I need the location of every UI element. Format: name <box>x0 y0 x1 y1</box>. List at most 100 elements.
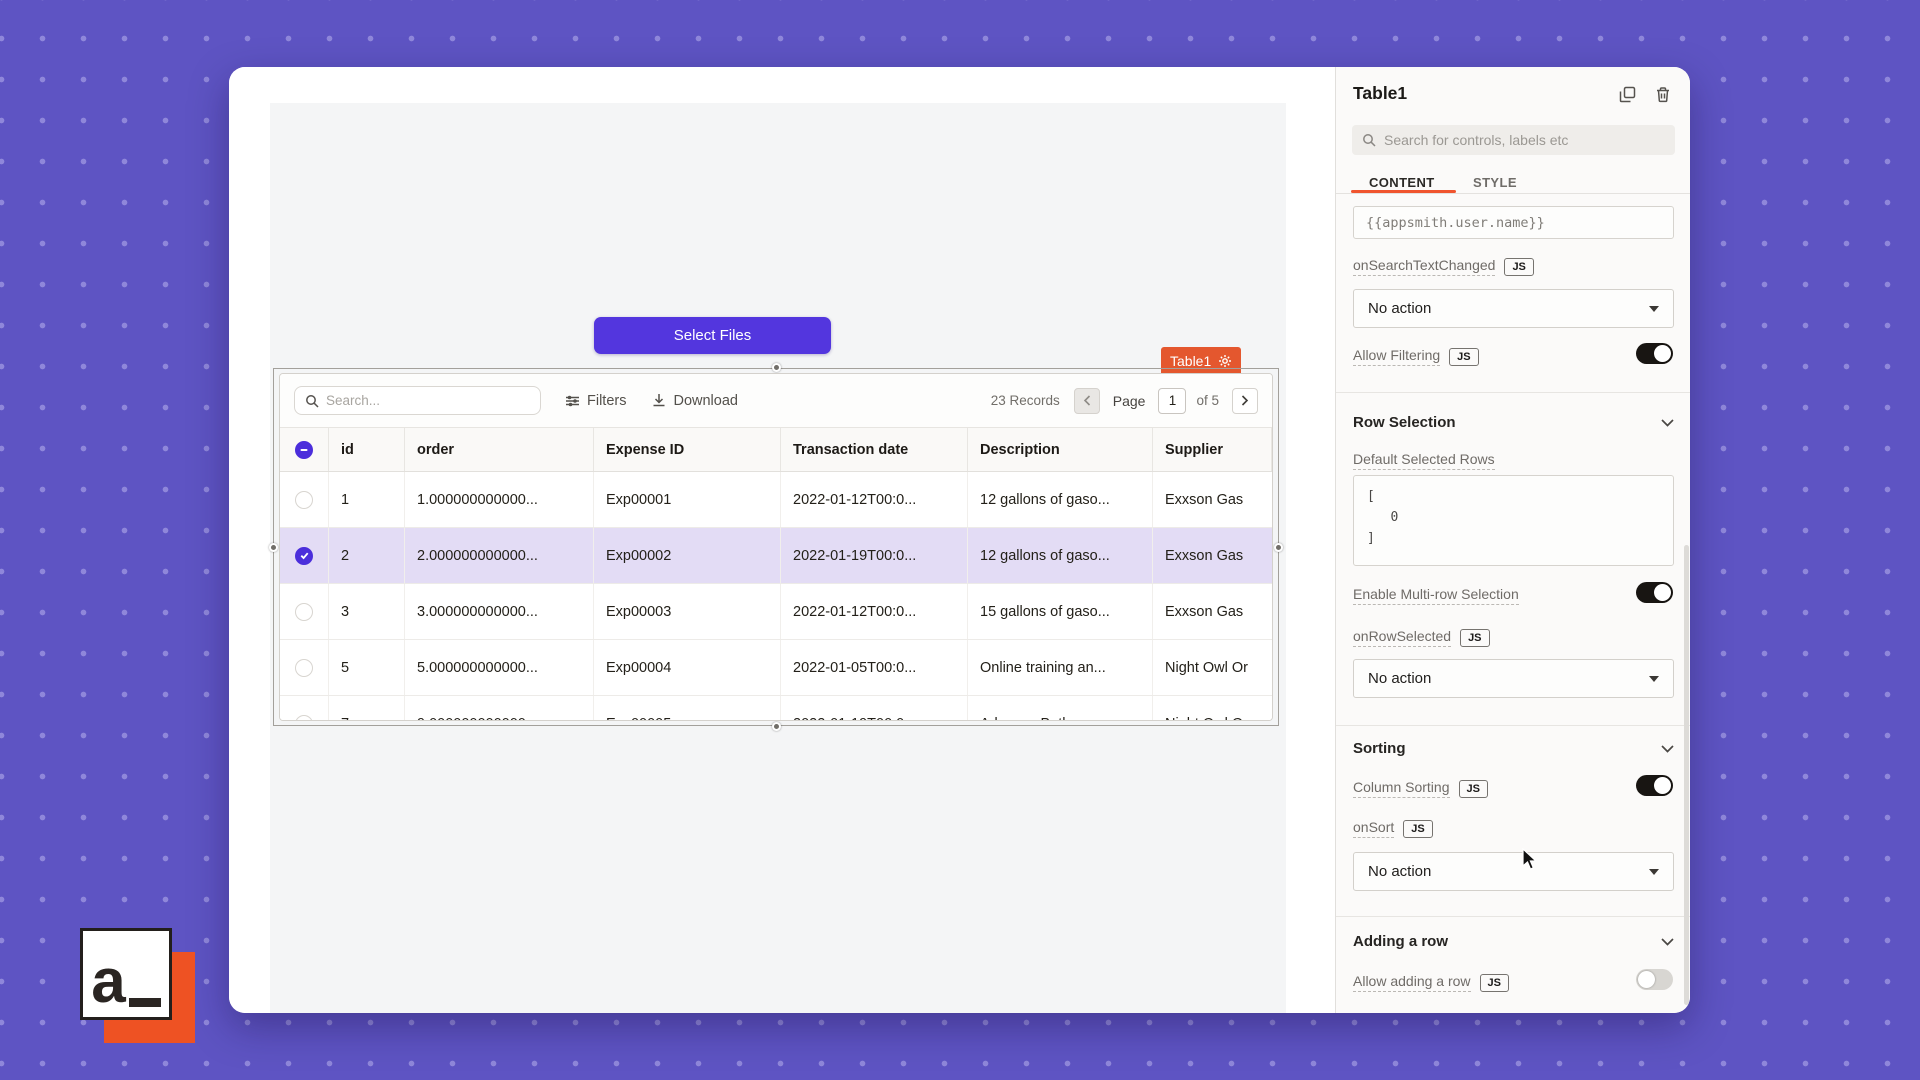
row-checkbox[interactable] <box>295 602 313 621</box>
on-search-text-changed-action-dropdown[interactable]: No action <box>1353 289 1674 328</box>
column-header-expense-id[interactable]: Expense ID <box>594 428 781 471</box>
cell-transaction-date: 2022-01-12T00:0... <box>781 472 968 527</box>
filters-label: Filters <box>587 392 627 409</box>
js-toggle[interactable]: JS <box>1504 257 1534 276</box>
filters-button[interactable]: Filters <box>565 393 626 409</box>
js-toggle[interactable]: JS <box>1479 973 1509 992</box>
table-row[interactable]: 3 3.000000000000... Exp00003 2022-01-12T… <box>280 584 1272 640</box>
row-checkbox[interactable] <box>295 658 313 677</box>
default-search-text-input[interactable]: {{appsmith.user.name}} <box>1353 206 1674 239</box>
cell-supplier: Night Owl O... <box>1153 696 1272 721</box>
table-header-row: id order Expense ID Transaction date Des… <box>280 428 1272 472</box>
filters-icon <box>565 394 580 408</box>
table-toolbar: Filters Download 23 Records Page of 5 <box>280 374 1272 428</box>
cell-id: 5 <box>329 640 405 695</box>
default-selected-rows-row: Default Selected Rows <box>1353 451 1495 470</box>
property-search-box[interactable] <box>1352 125 1675 155</box>
sorting-section-header[interactable]: Sorting <box>1353 740 1674 757</box>
js-toggle[interactable]: JS <box>1458 779 1488 798</box>
panel-scrollbar[interactable] <box>1684 545 1689 1005</box>
default-selected-rows-input[interactable]: [ 0 ] <box>1353 475 1674 566</box>
select-files-button[interactable]: Select Files <box>594 317 831 354</box>
column-header-transaction-date[interactable]: Transaction date <box>781 428 968 471</box>
widget-settings-gear-icon[interactable] <box>1218 354 1232 368</box>
row-checkbox[interactable] <box>295 714 313 720</box>
property-search-input[interactable] <box>1384 132 1665 148</box>
table-search-box[interactable] <box>294 386 541 415</box>
column-header-supplier[interactable]: Supplier <box>1153 428 1272 471</box>
column-sorting-toggle[interactable] <box>1636 775 1673 796</box>
allow-filtering-label: Allow Filtering <box>1353 347 1441 366</box>
search-icon <box>1362 133 1376 147</box>
on-search-text-changed-label: onSearchTextChanged <box>1353 257 1496 276</box>
table-widget[interactable]: Filters Download 23 Records Page of 5 <box>279 373 1273 721</box>
page-total: of 5 <box>1196 393 1219 408</box>
row-selection-section-header[interactable]: Row Selection <box>1353 414 1674 431</box>
on-sort-label: onSort <box>1353 819 1395 838</box>
on-row-selected-action-dropdown[interactable]: No action <box>1353 659 1674 698</box>
allow-adding-a-row-row: Allow adding a row JS <box>1353 973 1509 992</box>
selected-action: No action <box>1368 300 1432 317</box>
row-checkbox[interactable] <box>295 490 313 509</box>
default-selected-rows-label: Default Selected Rows <box>1353 451 1495 470</box>
on-row-selected-row: onRowSelected JS <box>1353 628 1490 647</box>
table-search-input[interactable] <box>326 393 530 408</box>
allow-filtering-toggle[interactable] <box>1636 343 1673 364</box>
editor-canvas[interactable]: Select Files Table1 <box>229 67 1335 1013</box>
page-label: Page <box>1112 392 1146 409</box>
active-tab-underline <box>1351 190 1456 193</box>
divider <box>1336 193 1690 194</box>
js-toggle[interactable]: JS <box>1449 347 1479 366</box>
cell-supplier: Exxson Gas <box>1165 603 1244 620</box>
tab-style[interactable]: STYLE <box>1473 175 1517 190</box>
on-search-text-changed-row: onSearchTextChanged JS <box>1353 257 1534 276</box>
cell-expense-id: Exp00002 <box>594 528 781 583</box>
table-row[interactable]: 5 5.000000000000... Exp00004 2022-01-05T… <box>280 640 1272 696</box>
logo-white-square: a <box>80 928 172 1020</box>
cell-order: 1.000000000000... <box>405 472 594 527</box>
cell-description: 12 gallons of gaso... <box>968 472 1153 527</box>
next-page-button[interactable] <box>1232 387 1258 414</box>
tab-content[interactable]: CONTENT <box>1369 175 1435 190</box>
js-toggle[interactable]: JS <box>1403 819 1433 838</box>
chevron-down-icon <box>1661 744 1674 753</box>
cell-transaction-date: 2022-01-12T00:0... <box>781 584 968 639</box>
chevron-down-icon <box>1661 418 1674 427</box>
column-header-description[interactable]: Description <box>968 428 1153 471</box>
delete-widget-icon[interactable] <box>1655 86 1672 103</box>
column-sorting-label: Column Sorting <box>1353 779 1450 798</box>
table-row-partial[interactable]: 7 9.000000000000... Exp00005 2022-01-19T… <box>280 696 1272 721</box>
chevron-down-icon <box>1649 675 1659 682</box>
column-header-id[interactable]: id <box>329 428 405 471</box>
cell-order: 3.000000000000... <box>405 584 594 639</box>
download-button[interactable]: Download <box>652 393 738 409</box>
section-title: Adding a row <box>1353 933 1448 950</box>
cell-transaction-date: 2022-01-19T00:0... <box>781 696 968 720</box>
table-row[interactable]: 1 1.000000000000... Exp00001 2022-01-12T… <box>280 472 1272 528</box>
on-sort-row: onSort JS <box>1353 819 1433 838</box>
adding-a-row-section-header[interactable]: Adding a row <box>1353 933 1674 950</box>
on-sort-action-dropdown[interactable]: No action <box>1353 852 1674 891</box>
column-header-order[interactable]: order <box>405 428 594 471</box>
row-checkbox-checked[interactable] <box>295 546 313 565</box>
search-icon <box>305 394 319 408</box>
enable-multi-row-selection-toggle[interactable] <box>1636 582 1673 603</box>
js-toggle[interactable]: JS <box>1460 628 1490 647</box>
widget-name-tag[interactable]: Table1 <box>1161 347 1242 374</box>
cell-transaction-date: 2022-01-05T00:0... <box>781 640 968 695</box>
copy-widget-icon[interactable] <box>1619 86 1636 103</box>
table-row-selected[interactable]: 2 2.000000000000... Exp00002 2022-01-19T… <box>280 528 1272 584</box>
page-number-input[interactable] <box>1158 387 1187 414</box>
column-sorting-row: Column Sorting JS <box>1353 779 1488 798</box>
cell-order: 5.000000000000... <box>405 640 594 695</box>
table-body: 1 1.000000000000... Exp00001 2022-01-12T… <box>280 472 1272 721</box>
logo-underscore <box>128 998 161 1007</box>
select-all-checkbox[interactable] <box>295 440 313 459</box>
logo-letter: a <box>91 947 126 1016</box>
cell-description: 15 gallons of gaso... <box>968 584 1153 639</box>
allow-adding-a-row-toggle[interactable] <box>1636 969 1673 990</box>
prev-page-button[interactable] <box>1073 387 1100 414</box>
download-label: Download <box>673 392 738 409</box>
property-pane-title: Table1 <box>1353 83 1408 103</box>
